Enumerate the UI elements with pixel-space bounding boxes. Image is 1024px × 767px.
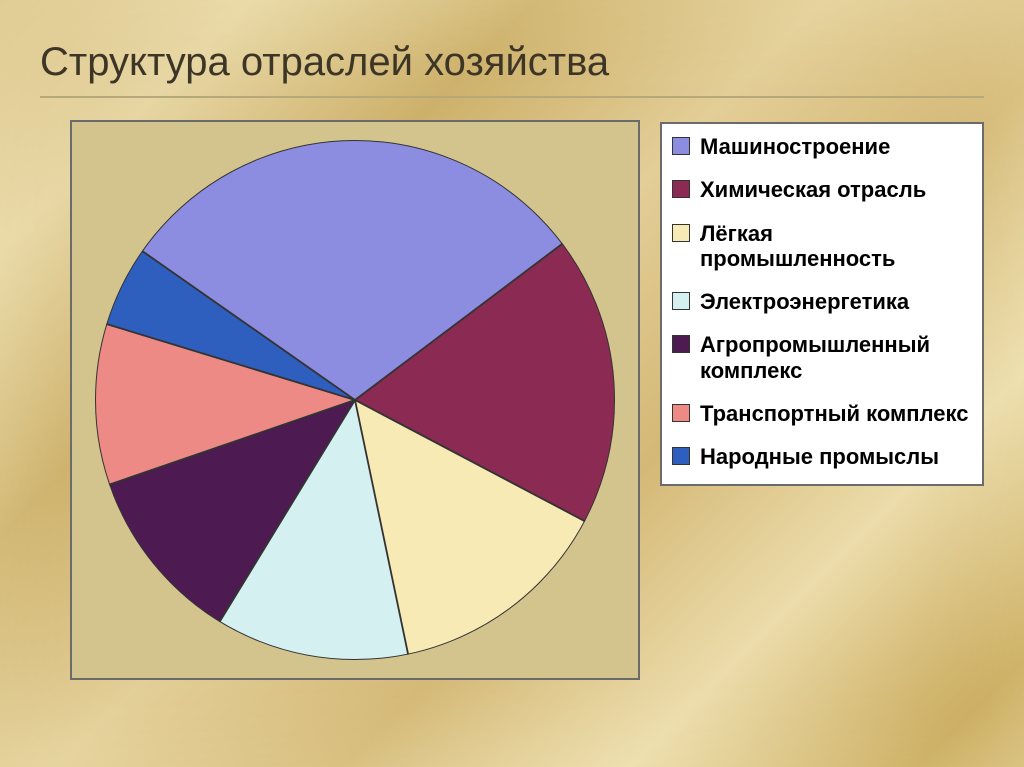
pie-chart-plot-area bbox=[70, 120, 640, 680]
title-underline bbox=[40, 96, 984, 98]
legend-swatch bbox=[672, 447, 690, 465]
legend: Машиностроение Химическая отрасль Лёгкая п… bbox=[660, 122, 984, 486]
legend-item: Электроэнергетика bbox=[672, 289, 972, 314]
legend-swatch bbox=[672, 404, 690, 422]
legend-item: Агропромышленный комплекс bbox=[672, 332, 972, 383]
legend-label: Химическая отрасль bbox=[700, 177, 926, 202]
legend-item: Народные промыслы bbox=[672, 444, 972, 469]
legend-swatch bbox=[672, 335, 690, 353]
legend-item: Машиностроение bbox=[672, 134, 972, 159]
legend-item: Химическая отрасль bbox=[672, 177, 972, 202]
legend-label: Лёгкая промышленность bbox=[700, 221, 972, 272]
legend-swatch bbox=[672, 180, 690, 198]
pie-wrap bbox=[95, 140, 615, 660]
legend-item: Транспортный комплекс bbox=[672, 401, 972, 426]
pie-chart bbox=[95, 140, 615, 660]
slide: Структура отраслей хозяйства Машинострое… bbox=[0, 0, 1024, 767]
legend-swatch bbox=[672, 224, 690, 242]
legend-label: Транспортный комплекс bbox=[700, 401, 968, 426]
legend-swatch bbox=[672, 137, 690, 155]
legend-swatch bbox=[672, 292, 690, 310]
legend-label: Электроэнергетика bbox=[700, 289, 909, 314]
legend-label: Машиностроение bbox=[700, 134, 890, 159]
slide-title: Структура отраслей хозяйства bbox=[40, 40, 609, 85]
legend-label: Агропромышленный комплекс bbox=[700, 332, 972, 383]
legend-item: Лёгкая промышленность bbox=[672, 221, 972, 272]
legend-label: Народные промыслы bbox=[700, 444, 939, 469]
